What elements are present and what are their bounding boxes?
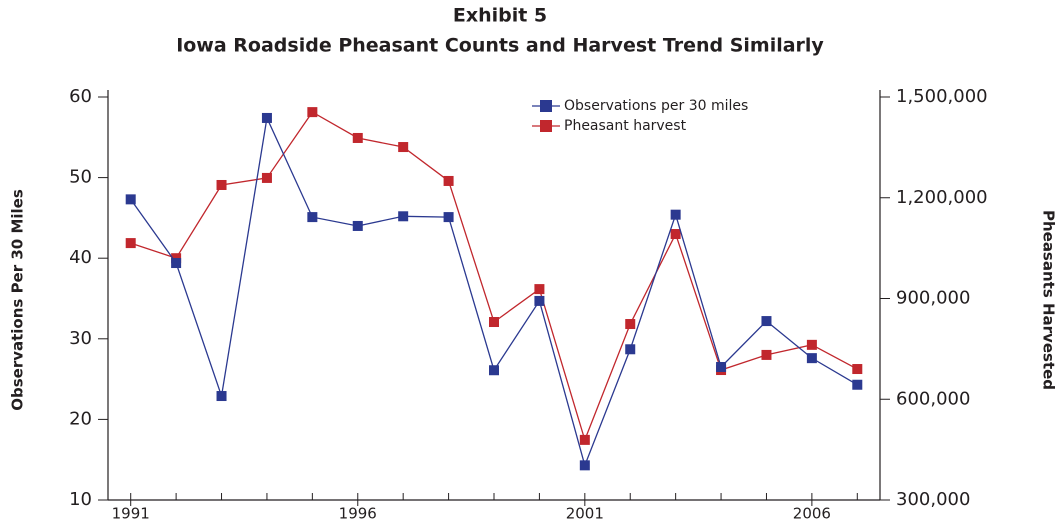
x-tick-label: 1991 — [112, 505, 150, 523]
marker — [352, 220, 363, 231]
marker — [670, 209, 681, 220]
marker — [806, 353, 817, 364]
marker — [443, 212, 454, 223]
marker — [716, 362, 727, 373]
marker — [534, 284, 545, 295]
y2-tick-label: 600,000 — [896, 388, 970, 409]
marker — [216, 179, 227, 190]
marker — [398, 211, 409, 222]
marker — [307, 212, 318, 223]
chart-title: Exhibit 5 — [453, 5, 547, 27]
marker — [579, 460, 590, 471]
series-line — [130, 115, 858, 468]
y2-tick-label: 900,000 — [896, 288, 970, 309]
marker — [352, 132, 363, 143]
y2-tick-label: 1,500,000 — [896, 86, 988, 107]
marker — [261, 112, 272, 123]
marker — [534, 295, 545, 306]
legend-label: Observations per 30 miles — [564, 98, 748, 114]
x-tick-label: 2006 — [793, 505, 831, 523]
legend-label: Pheasant harvest — [564, 118, 687, 134]
y-tick-label: 60 — [69, 86, 92, 107]
series-line — [130, 111, 858, 442]
marker — [761, 349, 772, 360]
marker — [443, 175, 454, 186]
y-tick-label: 20 — [69, 408, 92, 429]
marker — [398, 142, 409, 153]
y2-tick-label: 1,200,000 — [896, 187, 988, 208]
y-axis-title: Observations Per 30 Miles — [9, 189, 27, 411]
y-tick-label: 40 — [69, 247, 92, 268]
marker — [625, 319, 636, 330]
marker — [852, 364, 863, 375]
marker — [307, 107, 318, 118]
marker — [171, 258, 182, 269]
marker — [579, 434, 590, 445]
legend-marker — [540, 120, 552, 132]
x-tick-label: 1996 — [339, 505, 377, 523]
y-tick-label: 30 — [69, 328, 92, 349]
y-tick-label: 10 — [69, 489, 92, 510]
y2-tick-label: 300,000 — [896, 489, 970, 510]
marker — [670, 229, 681, 240]
marker — [489, 365, 499, 376]
marker — [761, 316, 772, 327]
legend-marker — [540, 100, 552, 112]
marker — [261, 172, 272, 183]
marker — [806, 339, 817, 350]
marker — [489, 317, 499, 328]
marker — [852, 379, 863, 390]
marker — [216, 391, 227, 402]
marker — [625, 344, 636, 355]
chart-subtitle: Iowa Roadside Pheasant Counts and Harves… — [176, 35, 824, 57]
y2-axis-title: Pheasants Harvested — [1040, 210, 1058, 390]
y-tick-label: 50 — [69, 167, 92, 188]
x-tick-label: 2001 — [566, 505, 604, 523]
marker — [125, 238, 136, 249]
marker — [125, 194, 136, 205]
